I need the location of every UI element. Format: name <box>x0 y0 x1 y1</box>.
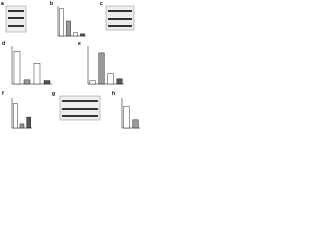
bar <box>26 116 31 129</box>
bar <box>66 20 71 37</box>
bar <box>89 80 96 85</box>
bar <box>98 52 105 85</box>
blot-g <box>59 95 101 121</box>
bar <box>116 78 123 85</box>
bar <box>13 103 18 129</box>
panel-label: e <box>78 41 81 47</box>
bar <box>59 8 64 37</box>
bar <box>19 123 25 129</box>
blot-c <box>105 5 135 31</box>
panel-label: c <box>100 1 103 7</box>
bar <box>132 119 139 129</box>
bar <box>43 80 51 85</box>
bar <box>107 73 114 85</box>
bar <box>23 79 31 85</box>
panel-label: g <box>52 91 55 97</box>
panel-label: d <box>2 41 5 47</box>
panel-label: a <box>1 1 4 7</box>
bar <box>123 105 130 129</box>
bar <box>80 33 85 37</box>
bar <box>33 63 41 85</box>
bar <box>13 50 21 85</box>
panel-label: h <box>112 91 115 97</box>
bar <box>73 32 78 37</box>
panel-label: f <box>2 91 4 97</box>
figure: a b c d e f g h <box>1 1 140 129</box>
panel-label: b <box>50 1 53 7</box>
blot-a <box>5 5 27 33</box>
